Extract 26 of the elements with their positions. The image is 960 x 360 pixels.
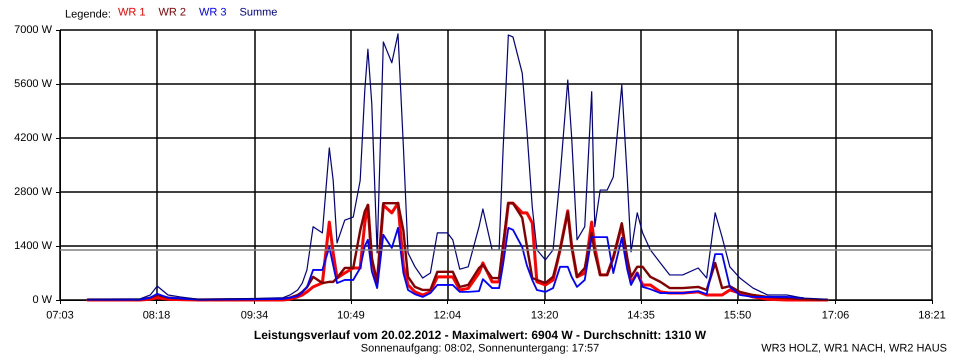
x-tick-label: 13:20 (530, 310, 558, 322)
text: WR3 HOLZ, WR1 NACH, WR2 HAUS (761, 342, 948, 354)
x-tick-label: 15:50 (724, 310, 752, 322)
x-tick-label: 07:03 (46, 310, 74, 322)
y-tick-label: 7000 W (14, 24, 53, 36)
x-tick-label: 09:34 (240, 310, 268, 322)
x-tick-label: 14:35 (627, 310, 655, 322)
text: Summe (240, 6, 278, 18)
x-tick-label: 17:06 (822, 310, 850, 322)
text: WR 3 (199, 6, 226, 18)
text: WR 2 (158, 6, 186, 18)
text: Sonnenaufgang: 08:02, Sonnenuntergang: 17:57 (360, 342, 600, 354)
x-tick-label: 18:21 (918, 310, 946, 322)
legend-title: Legende: (65, 8, 111, 20)
text: Leistungsverlauf vom 20.02.2012 - Maximalwert: 6904 W - Durchschnitt: 1310 W (254, 328, 707, 342)
y-tick-label: 5600 W (14, 78, 53, 90)
y-tick-label: 2800 W (14, 186, 53, 198)
y-tick-label: 4200 W (14, 132, 53, 144)
x-tick-label: 08:18 (142, 310, 170, 322)
text: WR 1 (118, 6, 146, 18)
line-series (87, 33, 828, 300)
y-tick-label: 1400 W (14, 240, 53, 252)
y-tick-label: 0 W (32, 294, 53, 306)
x-tick-label: 12:04 (434, 310, 462, 322)
x-tick-label: 10:49 (337, 310, 365, 322)
line-series (86, 226, 804, 301)
